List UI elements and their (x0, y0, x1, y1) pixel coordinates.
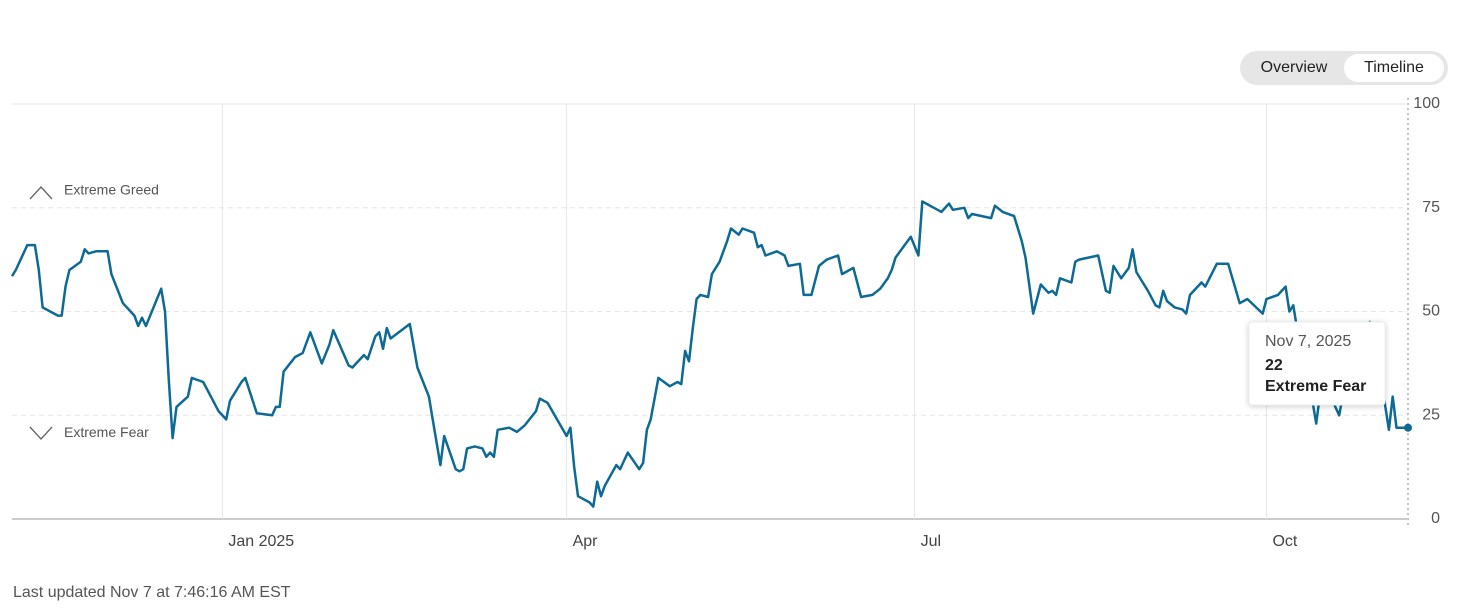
tooltip-date: Nov 7, 2025 (1265, 333, 1351, 350)
tooltip-rating: Extreme Fear (1265, 378, 1366, 395)
x-tick-label: Apr (573, 533, 599, 550)
band-label: Extreme Fear (64, 424, 149, 440)
y-tick-label: 75 (1422, 199, 1440, 216)
y-tick-label: 25 (1422, 406, 1440, 423)
view-toggle: Overview Timeline (1240, 51, 1448, 85)
x-tick-label: Oct (1272, 533, 1297, 550)
index-line (10, 200, 1408, 508)
current-point (1404, 423, 1412, 432)
x-tick-label: Jan 2025 (228, 533, 294, 550)
x-tick-label: Jul (921, 533, 941, 550)
y-tick-label: 50 (1422, 303, 1440, 320)
y-tick-label: 100 (1413, 95, 1440, 112)
band-label: Extreme Greed (64, 181, 159, 197)
tooltip-box (1248, 321, 1386, 406)
fear-icon (29, 426, 53, 440)
last-updated: Last updated Nov 7 at 7:46:16 AM EST (13, 584, 291, 601)
greed-icon (29, 186, 53, 200)
tab[interactable]: Overview (1260, 59, 1328, 76)
tooltip: Nov 7, 2025 22 Extreme Fear (1248, 321, 1386, 406)
y-tick-label: 0 (1431, 510, 1440, 527)
tab[interactable]: Timeline (1344, 54, 1444, 82)
tooltip-value: 22 (1265, 357, 1283, 374)
chart: 0 25 50 75 100 Jan 2025 Apr Jul Oct Extreme Greed… (10, 95, 1440, 550)
